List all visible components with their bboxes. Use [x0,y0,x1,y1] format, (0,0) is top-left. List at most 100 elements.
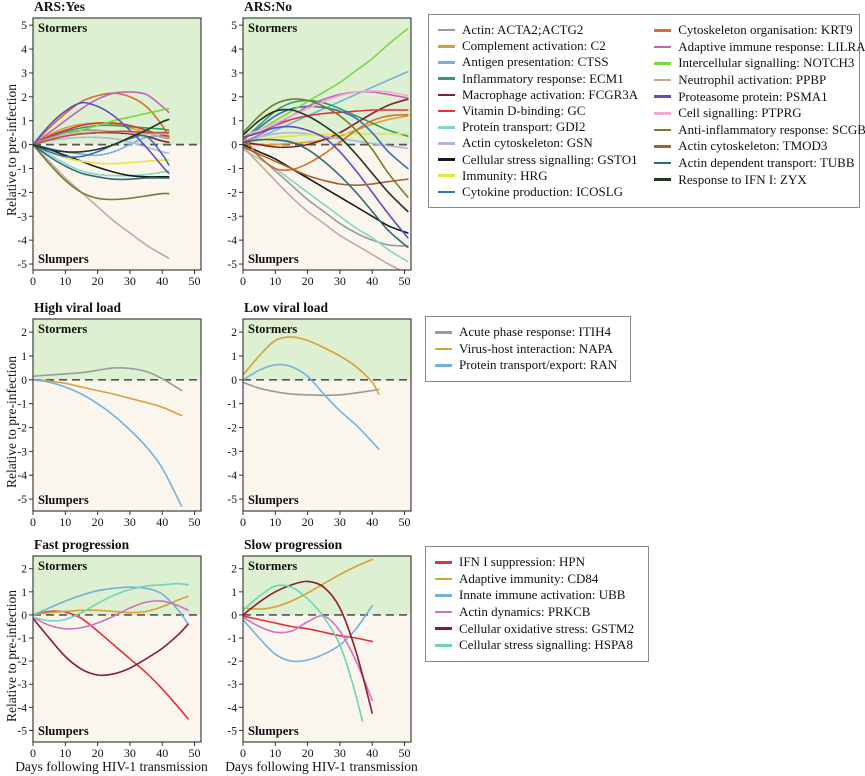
x-axis-label-fast: Days following HIV-1 transmission [15,759,208,774]
legend-swatch-HRG [438,174,455,178]
panel-title-ars-no: ARS:No [244,0,293,14]
svg-text:20: 20 [92,274,104,288]
series-ZYX [243,108,409,213]
legend-swatch-CD84 [435,577,452,581]
legend-item-GSTM2: Cellular oxidative stress: GSTM2 [435,620,634,637]
series-ECM1 [33,124,170,146]
svg-text:20: 20 [302,746,314,760]
legend-item-CD84: Adaptive immunity: CD84 [435,571,634,588]
svg-text:-5: -5 [227,494,237,506]
panel-ars-no: ARS:No -5 -4 -3 -2 -1 0 1 2 3 4 5 0 10 20 30 40 50 Storme… [217,0,418,293]
series-PSMA1 [33,101,170,175]
series-TUBB [243,138,409,249]
svg-text:3: 3 [231,68,237,80]
series-GSTM2 [243,580,373,714]
svg-text:10: 10 [59,274,71,288]
legend-swatch-LILRA3 [654,45,672,49]
legend-item-SCGB1A1: Anti-inflammatory response: SCGB1A1 [654,122,865,139]
svg-text:10: 10 [269,746,281,760]
slumpers-label: Slumpers [38,252,89,266]
svg-text:0: 0 [240,746,246,760]
legend-item-ECM1: Inflammatory response: ECM1 [438,71,638,87]
legend-swatch-ITIH4 [435,331,452,334]
svg-text:40: 40 [156,746,168,760]
svg-text:2: 2 [231,564,237,576]
svg-text:10: 10 [269,274,281,288]
series-CD84 [243,558,373,610]
legend-label: Vitamin D-binding: GC [462,103,586,119]
legend-item-GSTO1: Cellular stress signalling: GSTO1 [438,152,638,168]
stormers-label: Stormers [248,559,297,573]
stormers-label: Stormers [248,21,297,35]
legend-item-TUBB: Actin dependent transport: TUBB [654,155,865,172]
legend-item-HSPA8: Cellular stress signalling: HSPA8 [435,637,634,654]
series-ECM1 [243,99,409,141]
svg-text:2: 2 [21,327,27,339]
legend-label: Immunity: HRG [462,167,548,183]
legend-item-ICOSLG: Cytokine production: ICOSLG [438,184,638,200]
svg-text:20: 20 [92,515,104,529]
series-PRKCB [243,614,373,702]
series-LILRA3 [33,91,170,146]
legend-swatch-UBB [435,594,452,597]
legend-label: Macrophage activation: FCGR3A [462,86,639,102]
legend-column: Cytoskeleton organisation: KRT9 Adaptive … [654,22,865,200]
series-GSTO1 [33,143,170,178]
svg-text:1: 1 [21,351,27,363]
legend-item-UBB: Innate immune activation: UBB [435,587,634,604]
svg-text:1: 1 [231,351,237,363]
legend-item-C2: Complement activation: C2 [438,38,638,54]
series-RAN [243,363,380,450]
legend-swatch-GSN [438,142,455,145]
legend-swatch-SCGB1A1 [654,128,672,132]
svg-text:0: 0 [21,375,27,387]
svg-text:4: 4 [231,44,237,56]
svg-text:20: 20 [92,746,104,760]
legend-item-KRT9: Cytoskeleton organisation: KRT9 [654,22,865,39]
svg-text:-3: -3 [17,679,27,691]
legend-label: Adaptive immunity: CD84 [459,570,599,586]
legend-swatch-TMOD3 [654,145,672,148]
stormers-label: Stormers [38,21,87,35]
legend-label: Cytoskeleton organisation: KRT9 [678,22,853,38]
legend-item-FCGR3A: Macrophage activation: FCGR3A [438,87,638,103]
legend-swatch-CTSS [438,61,455,64]
svg-text:-1: -1 [17,633,27,645]
svg-text:5: 5 [21,20,27,32]
svg-text:2: 2 [231,92,237,104]
panel-title-fast-progression: Fast progression [34,537,130,552]
series-UBB [243,604,373,663]
legend-label: Cellular stress signalling: HSPA8 [459,637,633,653]
panel-ars-yes: ARS:Yes -5 -4 -3 -2 -1 0 1 2 3 4 5 0 10 20 30 40 50 Storm… [7,0,208,293]
legend-label: Virus-host interaction: NAPA [459,340,614,356]
svg-text:30: 30 [334,515,346,529]
svg-text:0: 0 [21,610,27,622]
legend-item-ITIH4: Acute phase response: ITIH4 [435,324,617,341]
legend-swatch-GC [438,109,455,113]
legend-label: Neutrophil activation: PPBP [678,72,827,88]
series-PRKCB [33,600,189,630]
series-KRT9 [33,92,170,146]
legend-label: Complement activation: C2 [462,38,606,54]
svg-text:1: 1 [231,116,237,128]
svg-text:-2: -2 [227,656,237,668]
series-PSMA1 [243,125,409,239]
legend-item-TMOD3: Actin cytoskeleton: TMOD3 [654,138,865,155]
svg-text:50: 50 [399,515,411,529]
slumpers-label: Slumpers [38,724,89,738]
series-NOTCH3 [243,27,409,139]
svg-text:-1: -1 [17,163,27,175]
legend-item-ZYX: Response to IFN I: ZYX [654,171,865,188]
series-NAPA [243,336,380,395]
legend-swatch-PPBP [654,78,672,82]
panel-high-viral-load: High viral load -5 -4 -3 -2 -1 0 1 2 0 10 20 30 40 50… [7,301,208,534]
panel-low-viral-load: Low viral load -5 -4 -3 -2 -1 0 1 2 0 10 20 30 40 50 S… [217,301,418,534]
legend-item-NOTCH3: Intercellular signalling: NOTCH3 [654,55,865,72]
svg-text:-4: -4 [227,702,237,714]
legend-label: IFN I suppression: HPN [459,554,586,570]
legend-label: Anti-inflammatory response: SCGB1A1 [678,121,865,137]
svg-text:-5: -5 [17,494,27,506]
svg-text:-5: -5 [227,259,237,271]
